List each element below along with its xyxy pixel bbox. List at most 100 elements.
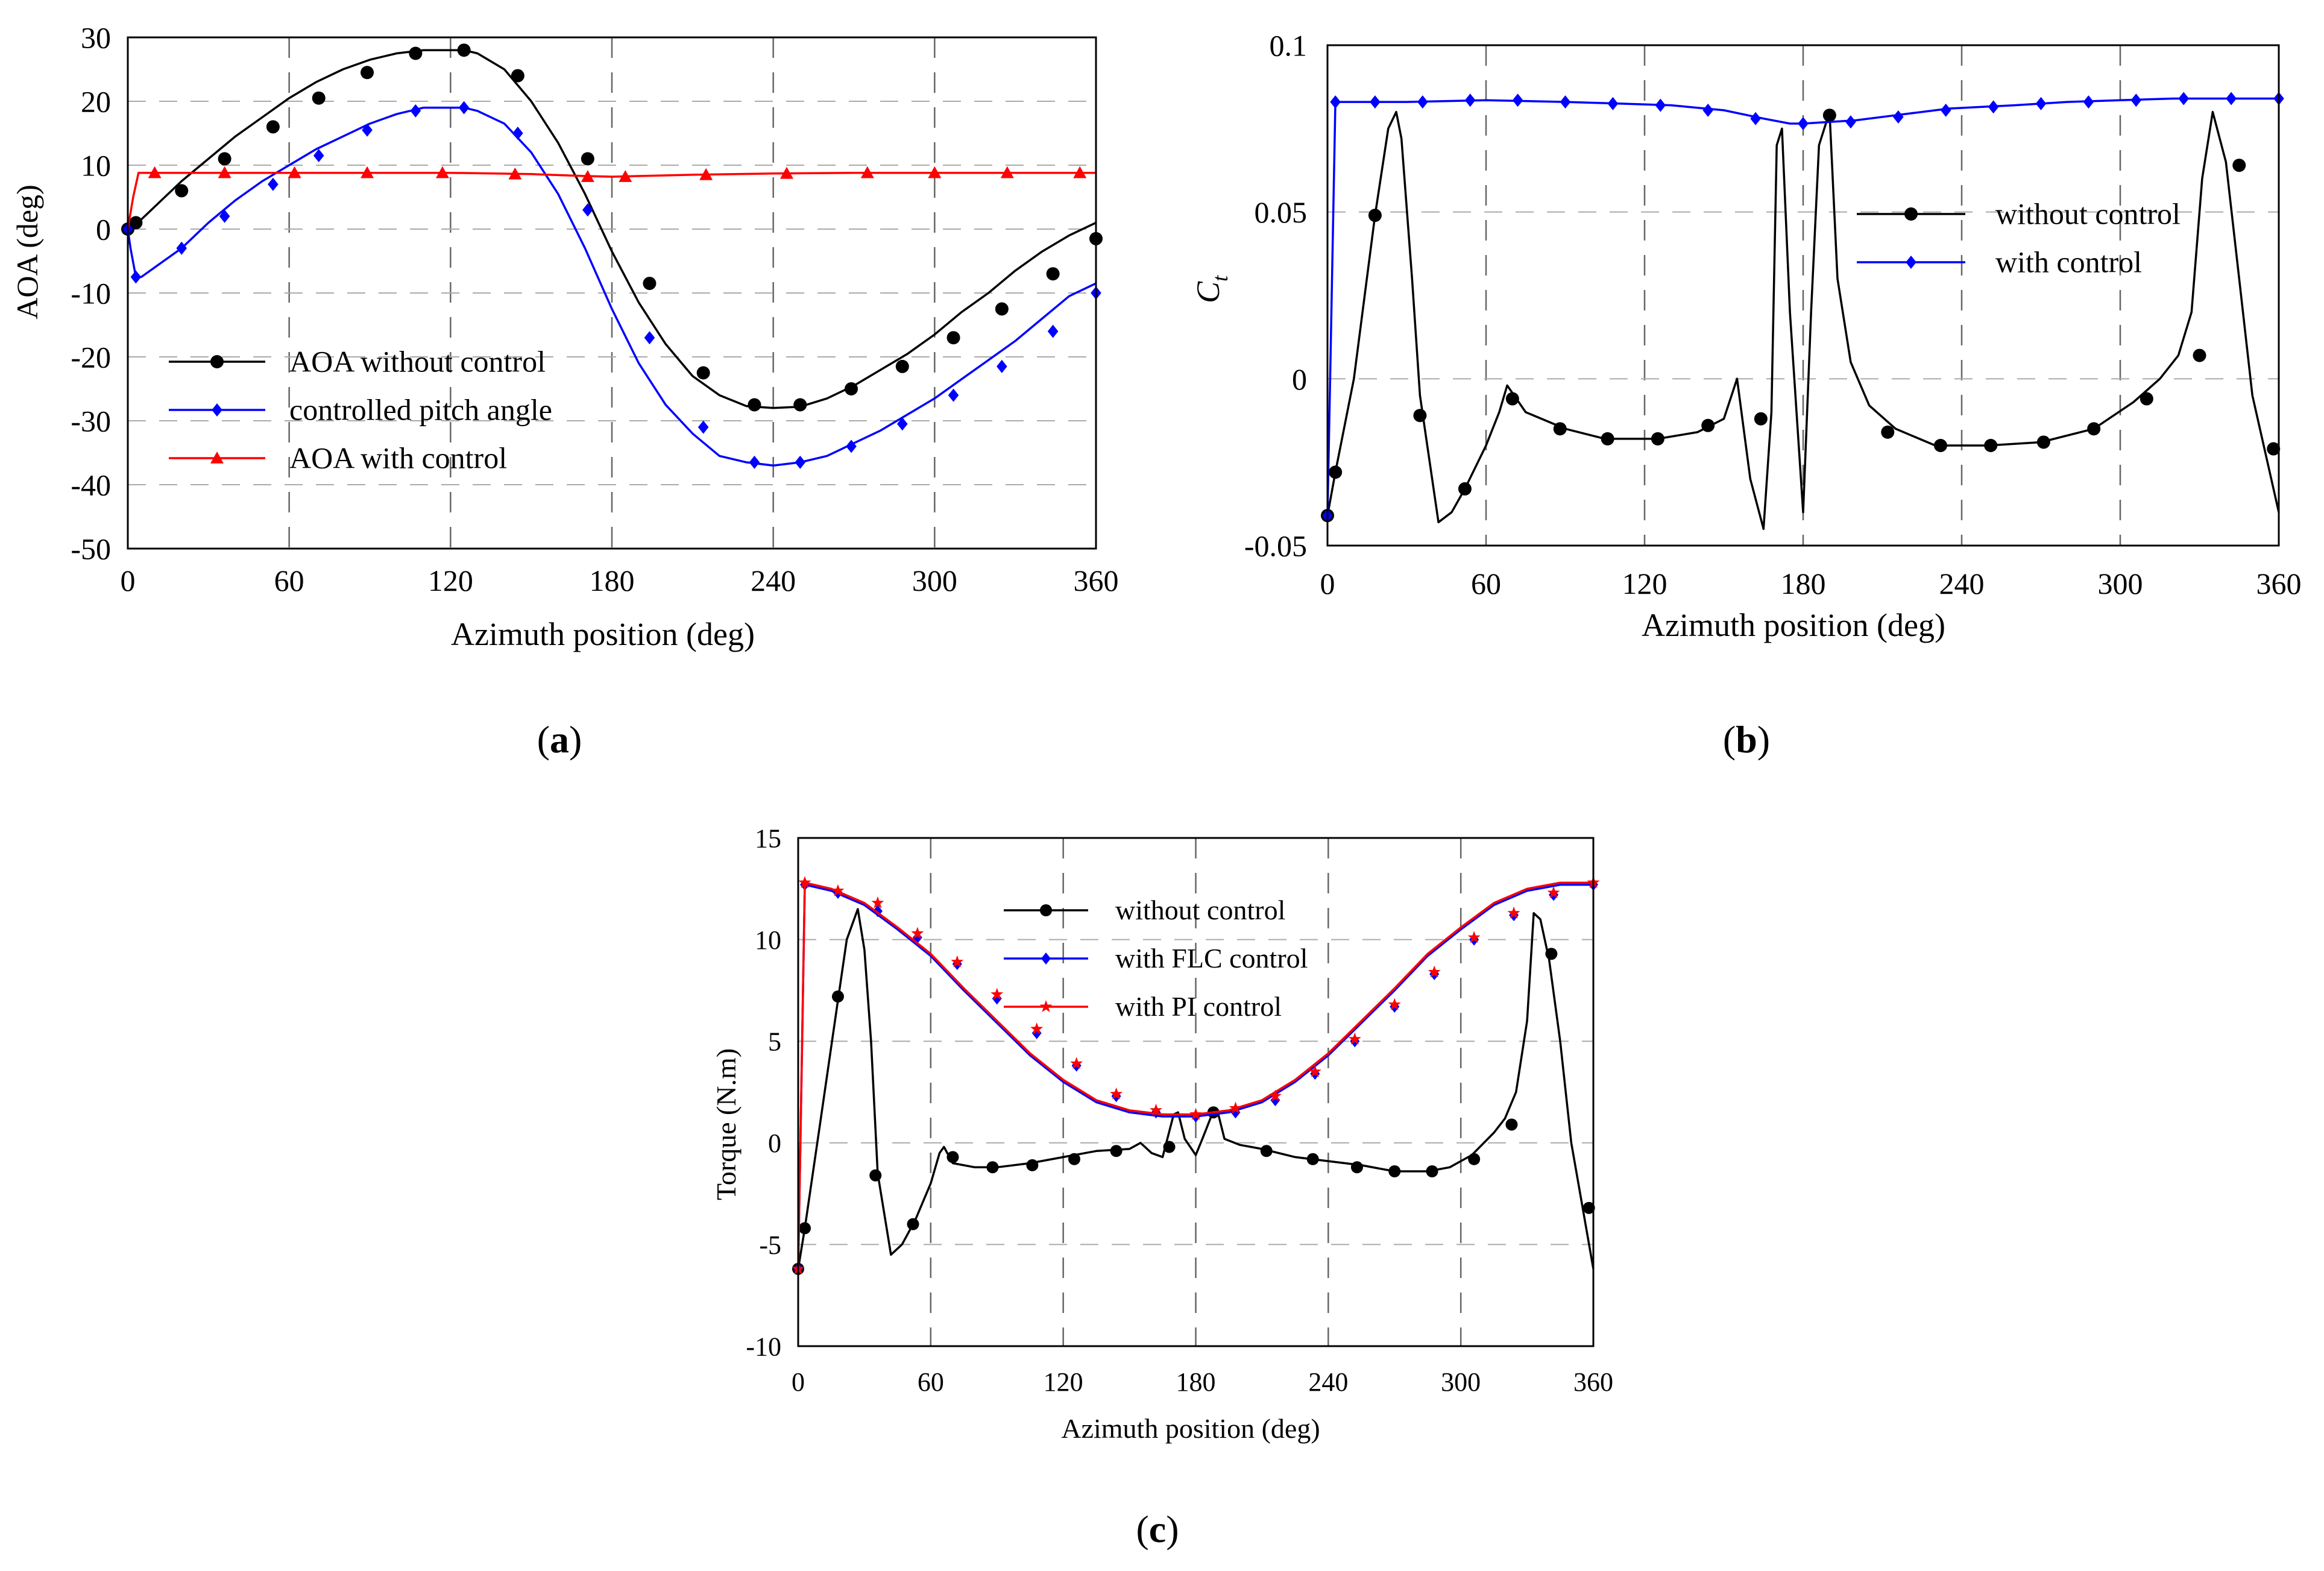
chart-c-series-2-point [1030,1022,1044,1034]
chart-a-series-1-point [313,149,324,163]
chart-a-legend-marker-1 [212,403,222,417]
chart-a-ytick-label: 20 [81,85,111,119]
chart-b-series-0-point [2232,159,2246,172]
chart-c-series-0-point [1068,1153,1080,1165]
chart-b-series-0-point [1368,209,1382,222]
chart-b-ylabel: Ct [1190,275,1232,303]
chart-c-series-2-point [990,987,1004,1000]
chart-a-series-1-point [846,439,857,453]
chart-c-xtick-label: 240 [1308,1367,1348,1397]
chart-a-series-2-point [148,166,162,178]
chart-a-series-2-point [1073,166,1087,178]
chart-b-xtick-label: 240 [1939,567,1985,600]
chart-a-ytick-label: -10 [71,277,111,310]
chart-a-series-0 [121,43,1103,412]
chart-b-series-1-point [1750,112,1761,125]
chart-c-xtick-label: 0 [792,1367,805,1397]
chart-c-ytick-label: 0 [768,1129,781,1158]
chart-a-series-0-point [845,382,858,395]
chart-a-xtick-label: 120 [428,564,473,597]
chart-a-series-0-point [175,184,189,198]
chart-c-ytick-label: 15 [755,823,781,853]
chart-c-legend-label-0: without control [1115,895,1285,925]
chart-c-legend-label-2: with PI control [1115,991,1282,1022]
chart-a-series-0-point [361,66,374,80]
chart-b-series-0-point [2267,442,2281,456]
chart-b-series-0-point [1933,439,1947,452]
chart-a-ytick-label: 0 [96,213,111,247]
chart-b: Ct Azimuth position (deg) 0 60 120 180 240 30… [1190,29,2302,644]
chart-c-ytick-label: 5 [768,1027,781,1057]
chart-a-series-0-point [457,43,471,57]
chart-c-legend-marker-0 [1040,904,1052,916]
chart-c-series-0-point [1545,948,1558,960]
chart-b-series-0-point [1505,392,1519,406]
chart-c-xtick-label: 180 [1176,1367,1216,1397]
chart-a-series-1-point [1047,324,1059,338]
chart-b-series-1-point [2178,92,2189,105]
chart-b-series-0-point [1881,425,1895,439]
chart-a-series-1-point [644,331,655,345]
chart-a-series-0-point [312,91,326,105]
chart-c-series-2-point [1308,1065,1321,1077]
chart-b-series-1-point [1330,95,1341,109]
chart-c-series-0-point [946,1151,959,1163]
chart-c-series-2-point [1070,1057,1083,1069]
chart-b-series-0-point [1329,465,1343,479]
chart-a-series-0-point [409,46,423,60]
chart-a-xtick-label: 180 [590,564,635,597]
chart-a-series-1-point [362,123,373,137]
chart-a-legend-marker-2 [210,452,224,464]
chart-c-xlabel: Azimuth position (deg) [1061,1413,1320,1444]
chart-a-series-2-point [435,166,449,178]
chart-b-series-1-point [1464,93,1476,107]
chart-c-series-2 [792,876,1600,1274]
chart-a-series-1-point [219,209,230,223]
chart-a-series-2-point [1000,166,1014,178]
chart-c-series-2-point [1547,886,1560,898]
chart-c-series-0-point [1582,1201,1595,1214]
chart-b-series-0-point [1458,482,1472,496]
chart-b-series-0-point [1822,109,1836,122]
chart-a-series-2-point [288,166,301,178]
chart-a-series-1-point [698,420,709,434]
chart-c-series-2-point [911,927,924,939]
chart-b-legend-marker-0 [1904,207,1918,221]
chart-a-series-2-point [779,166,793,179]
chart-a-xtick-label: 300 [912,564,957,597]
chart-a: AOA (deg) Azimuth position (deg) 0 60 120 1… [10,21,1119,653]
chart-a-series-1-point [512,127,523,140]
chart-b-series-1-point [2035,96,2047,110]
chart-b-xtick-label: 60 [1471,567,1501,600]
chart-b-series-1-point [2130,93,2142,107]
chart-b-series-0-point [1701,418,1715,432]
chart-b-xtick-label: 180 [1781,567,1826,600]
chart-b-series-0-point [1651,432,1664,445]
chart-c-series-2-point [1388,998,1401,1010]
chart-c-series-1-point [992,992,1002,1005]
chart-b-series-1-point [1417,95,1428,109]
chart-a-legend-label-0: AOA without control [289,345,546,379]
chart-a-series-0-point [748,398,761,412]
chart-c-series-0-point [1026,1159,1039,1171]
chart-a-series-0-point [995,302,1009,316]
chart-c-series-0-point [1110,1145,1123,1157]
chart-b-series-0-point [1413,409,1427,423]
chart-b-series-0-point [2087,422,2101,436]
chart-c-series-2-point [1268,1089,1282,1102]
chart-c-series-0-point [907,1218,919,1230]
chart-a-series-2-point [361,166,374,178]
chart-c-series-1-point [872,905,883,918]
chart-b-xlabel: Azimuth position (deg) [1642,607,1945,643]
chart-a-series-1-point [749,455,760,469]
chart-b-ytick-label: 0.1 [1270,29,1308,63]
chart-a-series-2-point [699,168,713,180]
chart-b-series-1-point [1893,110,1904,124]
chart-b-series-0-point [1601,432,1614,445]
chart-a-series-0-point [946,331,960,345]
chart-a-series-0-point [218,152,231,166]
chart-c-frame [797,837,1595,1347]
chart-a-series-1-point [268,177,279,191]
chart-c-series-0-point [869,1169,882,1182]
chart-b-ytick-label: 0 [1292,362,1307,396]
